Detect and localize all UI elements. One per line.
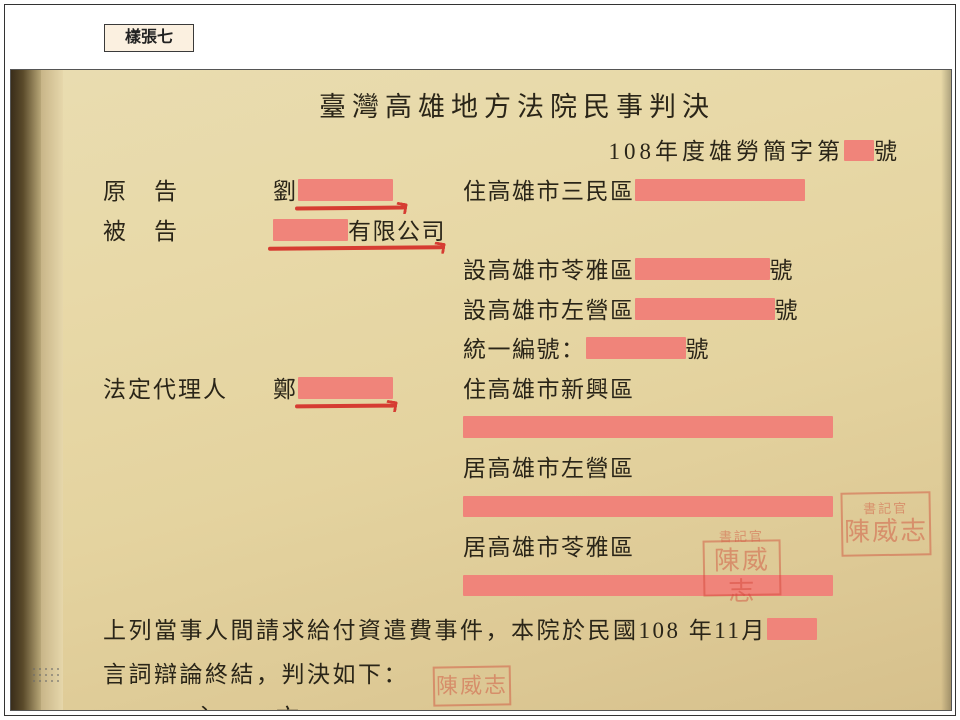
court-title: 臺灣高雄地方法院民事判決 (103, 84, 931, 130)
redaction-rep-addr1 (463, 416, 833, 438)
clerk-seal-1: 書記官 陳威志 (840, 491, 931, 557)
para1b: 言詞辯論終結，判決如下： (103, 655, 931, 695)
defendant-addr2-row: 設高雄市左營區 號 (103, 291, 931, 331)
sample-label-tag: 樣張七 (104, 24, 194, 52)
clerk-seal-2: 書記官 陳威志 (703, 539, 782, 596)
case-number-suffix: 號 (874, 139, 901, 164)
unified-no-row: 統一編號： 號 (103, 330, 931, 370)
judgment-paper: 臺灣高雄地方法院民事判決 108年度雄勞簡字第號 原告 劉 住高雄市三民區 被告 (63, 70, 951, 710)
redaction-date (767, 618, 817, 640)
underline-mark-plaintiff (295, 206, 405, 211)
redaction-plaintiff-name (298, 179, 393, 201)
seal-name-3: 陳威志 (435, 672, 509, 700)
defendant-addr1-suffix: 號 (770, 258, 795, 283)
plaintiff-surname: 劉 (273, 179, 298, 204)
seal-top-2: 書記官 (704, 528, 778, 545)
seal-name-1: 陳威志 (843, 515, 930, 548)
binding-shadow (11, 70, 41, 710)
defendant-addr2-prefix: 設高雄市左營區 (463, 298, 635, 323)
unified-no-suffix: 號 (686, 337, 711, 362)
redaction-defendant-name (273, 219, 348, 241)
punch-dots-icon (31, 666, 59, 682)
underline-mark-rep (295, 403, 395, 408)
redaction-unified-no (586, 337, 686, 359)
seal-name-2: 陳威志 (705, 544, 780, 608)
legal-rep-label: 法定代理人 (103, 370, 273, 449)
plaintiff-addr-prefix: 住高雄市三民區 (463, 179, 635, 204)
legal-rep-row: 法定代理人 鄭 住高雄市新興區 (103, 370, 931, 449)
page-edge (41, 70, 63, 710)
plaintiff-row: 原告 劉 住高雄市三民區 (103, 172, 931, 212)
document-photo-region: 臺灣高雄地方法院民事判決 108年度雄勞簡字第號 原告 劉 住高雄市三民區 被告 (10, 69, 952, 711)
defendant-addr2-suffix: 號 (775, 298, 800, 323)
rep-addr3-row: 居高雄市苓雅區 (103, 528, 931, 607)
right-edge-shadow (941, 70, 951, 710)
plaintiff-label: 原告 (103, 172, 273, 212)
defendant-company-suffix: 有限公司 (348, 219, 446, 244)
unified-no-label: 統一編號： (463, 337, 586, 362)
defendant-addr1-prefix: 設高雄市苓雅區 (463, 258, 635, 283)
para1a: 上列當事人間請求給付資遣費事件，本院於民國108 年11月 (103, 618, 767, 643)
underline-mark-defendant (268, 245, 443, 251)
case-number-prefix: 108年度雄勞簡字第 (609, 139, 845, 164)
para1: 上列當事人間請求給付資遣費事件，本院於民國108 年11月 (103, 611, 931, 651)
rep-addr2-row: 居高雄市左營區 (103, 449, 931, 528)
clerk-seal-3: 陳威志 (433, 665, 512, 706)
defendant-label: 被告 (103, 212, 273, 252)
defendant-addr1-row: 設高雄市苓雅區 號 (103, 251, 931, 291)
redaction-rep-name (298, 377, 393, 399)
redaction-def-addr2 (635, 298, 775, 320)
case-number-line: 108年度雄勞簡字第 號 (103, 132, 931, 172)
redaction-rep-addr2 (463, 496, 833, 518)
rep-addr2-prefix: 居高雄市左營區 (463, 456, 635, 481)
rep-addr1-prefix: 住高雄市新興區 (463, 377, 635, 402)
defendant-row: 被告 有限公司 (103, 212, 931, 252)
redaction-case-number (844, 140, 874, 162)
main-heading: 主文 (103, 698, 931, 711)
legal-rep-surname: 鄭 (273, 377, 298, 402)
rep-addr3-prefix: 居高雄市苓雅區 (463, 535, 635, 560)
redaction-plaintiff-addr (635, 179, 805, 201)
seal-top-1: 書記官 (843, 500, 929, 517)
redaction-def-addr1 (635, 258, 770, 280)
